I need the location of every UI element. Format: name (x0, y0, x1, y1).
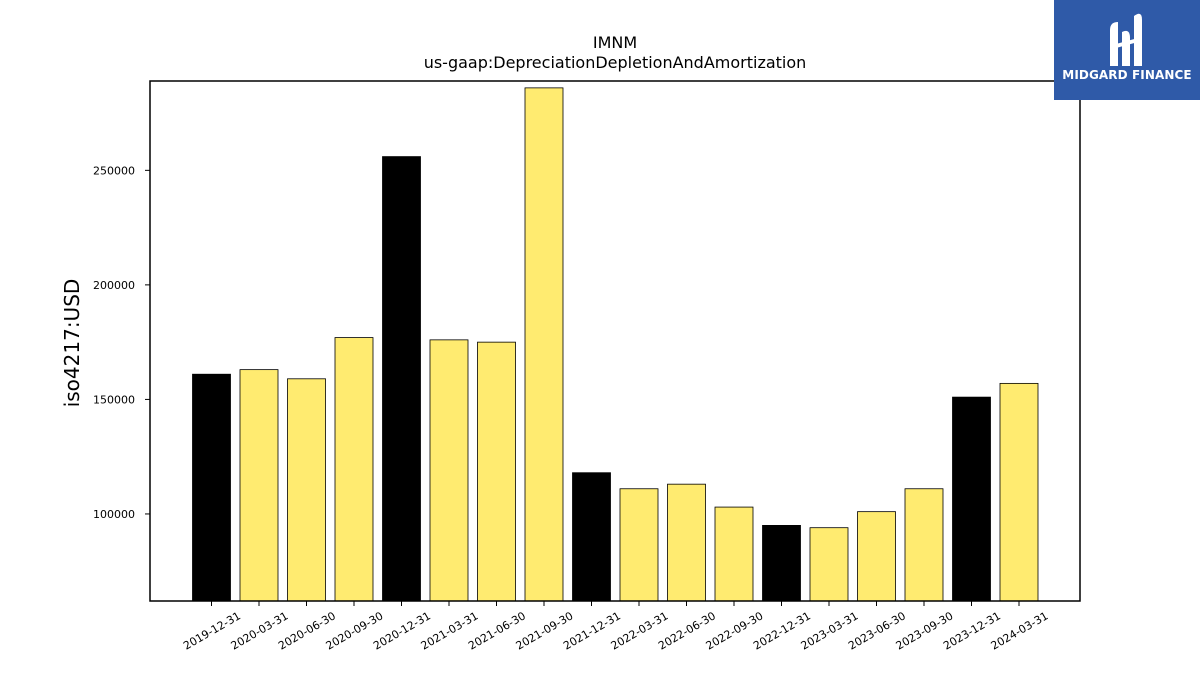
bars-group (192, 87, 1039, 602)
bar-2020-12-31 (382, 156, 421, 602)
bar-2021-09-30 (524, 87, 564, 602)
bar-2019-12-31 (192, 373, 231, 602)
bar-2022-03-31 (619, 488, 659, 602)
y-tick-label: 100000 (93, 508, 135, 521)
y-axis-ticks: 100000 150000 200000 250000 (93, 164, 150, 521)
chart-title: IMNM (593, 33, 637, 52)
x-axis-ticks: 2019-12-312020-03-312020-06-302020-09-30… (181, 601, 1051, 653)
plot-frame (149, 80, 1081, 602)
bar-2020-09-30 (334, 337, 374, 602)
bar-2021-06-30 (477, 341, 516, 602)
y-tick-label: 250000 (93, 164, 135, 177)
bar-2022-06-30 (667, 483, 706, 602)
bar-2023-03-31 (809, 527, 849, 602)
midgard-logo-icon (1110, 13, 1142, 66)
bar-2022-12-31 (762, 525, 801, 602)
bar-2022-09-30 (714, 506, 754, 602)
bar-2023-12-31 (952, 396, 991, 602)
bar-2020-06-30 (287, 378, 326, 602)
bar-2023-06-30 (857, 511, 896, 602)
y-tick-label: 150000 (93, 393, 135, 406)
midgard-finance-logo: MIDGARD FINANCE (1054, 0, 1200, 100)
y-axis-label: iso4217:USD (60, 279, 84, 408)
bar-2024-03-31 (999, 382, 1039, 602)
bar-2023-09-30 (904, 488, 944, 602)
y-tick-label: 200000 (93, 279, 135, 292)
chart-subtitle: us-gaap:DepreciationDepletionAndAmortiza… (424, 53, 807, 72)
bar-2021-03-31 (429, 339, 469, 602)
bar-2020-03-31 (239, 369, 279, 602)
logo-text: MIDGARD FINANCE (1062, 68, 1192, 82)
bar-2021-12-31 (572, 472, 611, 602)
